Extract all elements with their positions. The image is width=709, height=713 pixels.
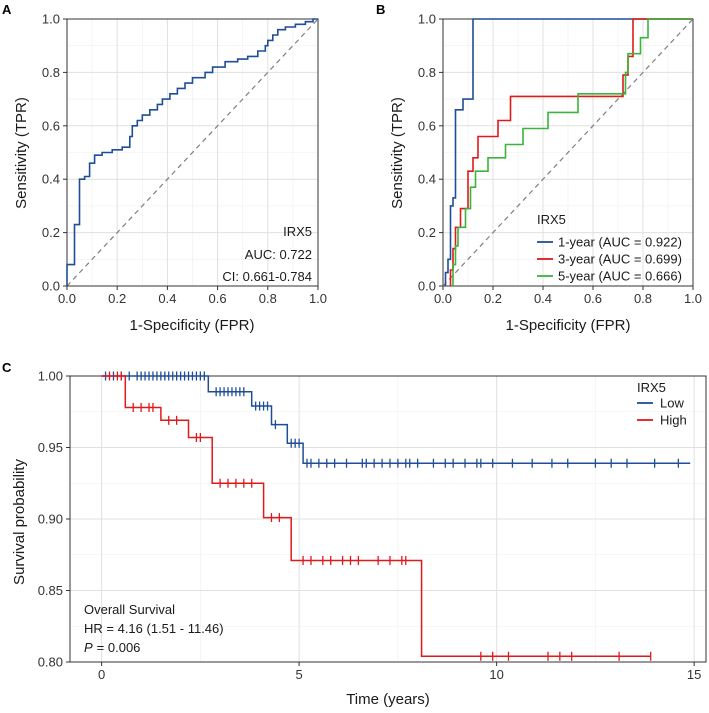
- panel-b-legend: IRX5 1-year (AUC = 0.922) 3-year (AUC = …: [537, 212, 682, 284]
- panel-c-x-tick-label: 5: [296, 667, 303, 682]
- panel-c-y-tick-label: 0.90: [38, 512, 63, 527]
- panel-a-y-axis-title: Sensitivity (TPR): [13, 97, 30, 209]
- panel-b-y-tick-label: 0.8: [418, 65, 436, 80]
- panel-c-legend-label-high: High: [660, 413, 687, 428]
- panel-b-x-tick-label: 0.2: [484, 291, 502, 306]
- panel-a-reference-diagonal: [66, 18, 319, 287]
- panel-a-tick-labels: 0.0 0.2 0.4 0.6 0.8 1.0 0.0 0.2 0.4 0.6 0.8 1.0: [42, 12, 327, 307]
- panel-a-legend-title: IRX5: [283, 224, 312, 239]
- panel-a-ci-label: CI: 0.661-0.784: [222, 269, 312, 284]
- panel-a-roc-curve-1: [66, 18, 318, 286]
- panel-b-x-tick-label: 0.0: [434, 291, 452, 306]
- panel-b-reference-diagonal: [442, 18, 694, 287]
- panel-a-x-tick-label: 1.0: [309, 291, 327, 306]
- panel-c-y-tick-label: 0.80: [38, 655, 63, 670]
- panel-b-legend-label-5-year: 5-year (AUC = 0.666): [558, 269, 682, 284]
- panel-c-km-curve-high: [101, 375, 651, 658]
- panel-b-y-tick-label: 0.4: [418, 172, 436, 187]
- panel-a-x-tick-label: 0.6: [209, 291, 227, 306]
- panel-a-y-tick-label: 0.6: [42, 118, 60, 133]
- panel-c-p-symbol: P: [84, 640, 93, 655]
- panel-c-legend-label-low: Low: [660, 396, 684, 411]
- panel-c-hazard-ratio: HR = 4.16 (1.51 - 11.46): [84, 621, 224, 636]
- panel-c-y-tick-label: 1.00: [38, 369, 63, 384]
- panel-b-x-tick-label: 0.4: [534, 291, 552, 306]
- panel-a-auc-label: AUC: 0.722: [245, 247, 312, 262]
- panel-c-y-tick-label: 0.95: [38, 440, 63, 455]
- panel-c-p-value: P = 0.006: [84, 640, 140, 655]
- panel-c-p-value-text: = 0.006: [97, 640, 141, 655]
- panel-b-x-tick-label: 1.0: [684, 291, 702, 306]
- panel-c-x-tick-label: 0: [98, 667, 105, 682]
- panel-a-plot-area: [66, 18, 319, 287]
- panel-c-x-axis-title: Time (years): [346, 691, 430, 708]
- panel-c-y-tick-label: 0.85: [38, 583, 63, 598]
- panel-c-legend: IRX5 Low High: [637, 380, 687, 428]
- panel-a-x-axis-title: 1-Specificity (FPR): [129, 317, 254, 334]
- panel-b-legend-label-3-year: 3-year (AUC = 0.699): [558, 252, 682, 267]
- panel-c-x-tick-label: 10: [489, 667, 503, 682]
- panel-a-y-tick-label: 0.2: [42, 225, 60, 240]
- panel-c-km-curve-low: [101, 375, 691, 464]
- panel-b-y-tick-label: 1.0: [418, 12, 436, 27]
- panel-c-y-axis-title: Survival probability: [11, 459, 28, 585]
- panel-b-tick-labels: 0.0 0.2 0.4 0.6 0.8 1.0 0.0 0.2 0.4 0.6 0.8 1.0: [418, 12, 702, 307]
- panel-b-plot-area: [442, 18, 694, 287]
- panel-b-x-tick-label: 0.8: [634, 291, 652, 306]
- panel-b-roc-curve-1: [444, 18, 693, 286]
- panel-a-y-tick-label: 0.0: [42, 279, 60, 294]
- panel-a-y-tick-label: 1.0: [42, 12, 60, 27]
- panel-b-y-axis-title: Sensitivity (TPR): [389, 97, 406, 209]
- panel-b-y-tick-label: 0.2: [418, 225, 436, 240]
- panel-b-roc-curve-3: [452, 18, 693, 286]
- panel-a-y-tick-label: 0.8: [42, 65, 60, 80]
- panel-a-y-tick-label: 0.4: [42, 172, 60, 187]
- panel-c-annotation: Overall Survival HR = 4.16 (1.51 - 11.46…: [84, 602, 224, 655]
- panel-b-legend-title: IRX5: [537, 212, 566, 227]
- panel-c-tick-labels: 0 5 10 15 0.80 0.85 0.90 0.95 1.00: [38, 369, 702, 683]
- panel-b-legend-label-1-year: 1-year (AUC = 0.922): [558, 235, 682, 250]
- panel-b-label: B: [376, 2, 385, 17]
- panel-c-legend-title: IRX5: [637, 380, 666, 395]
- panel-a-frame: [66, 18, 319, 287]
- panel-b-x-axis-title: 1-Specificity (FPR): [505, 317, 630, 334]
- panel-c-gridlines: [70, 375, 706, 663]
- panel-b-x-tick-label: 0.6: [584, 291, 602, 306]
- panel-c-x-tick-label: 15: [687, 667, 701, 682]
- panel-c-label: C: [2, 360, 12, 375]
- panel-c-annotation-title: Overall Survival: [84, 602, 175, 617]
- panel-a-x-tick-label: 0.8: [259, 291, 277, 306]
- panel-a-x-tick-label: 0.4: [158, 291, 176, 306]
- panel-a-x-tick-label: 0.0: [58, 291, 76, 306]
- panel-a-x-tick-label: 0.2: [108, 291, 126, 306]
- panel-a-label: A: [2, 2, 12, 17]
- panel-b-y-tick-label: 0.6: [418, 118, 436, 133]
- panel-c-plot-area: [69, 371, 707, 663]
- panel-b-y-tick-label: 0.0: [418, 279, 436, 294]
